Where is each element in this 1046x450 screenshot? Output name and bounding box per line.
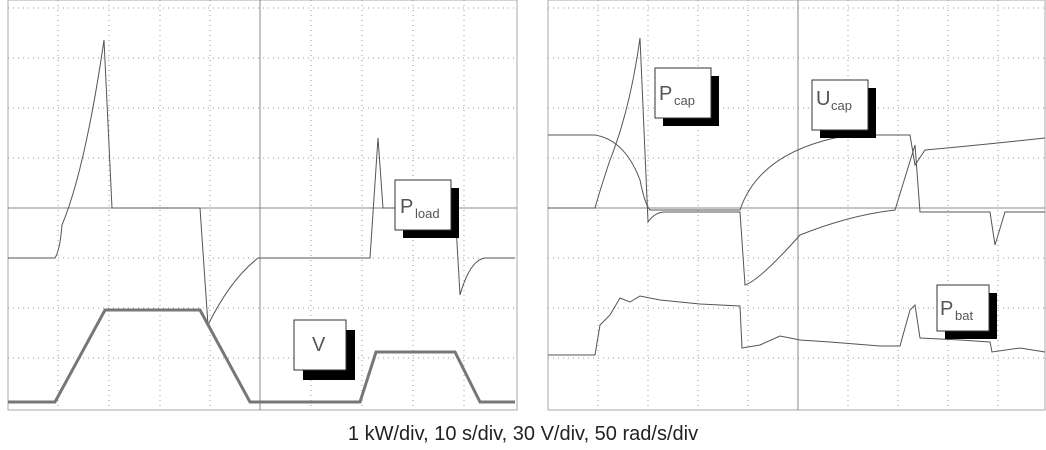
label-p-load: P load [394, 179, 459, 238]
grid [548, 0, 1045, 410]
left-panel: P load V [7, 0, 518, 411]
label-main: P [940, 298, 953, 320]
label-main: P [400, 196, 413, 218]
label-main: V [312, 334, 326, 356]
caption: 1 kW/div, 10 s/div, 30 V/div, 50 rad/s/d… [348, 423, 698, 445]
label-p-bat: P bat [936, 284, 997, 339]
label-sub: cap [674, 93, 695, 108]
label-sub: cap [831, 98, 852, 113]
p-bat-trace [548, 295, 1046, 356]
label-p-cap: P cap [654, 67, 719, 126]
label-main: U [816, 88, 830, 110]
panel-frame [547, 0, 1046, 411]
label-v: V [293, 319, 355, 380]
right-panel: P cap U cap P bat [547, 0, 1046, 411]
u-cap-trace [548, 134, 1046, 211]
p-cap-trace [548, 37, 1045, 286]
label-main: P [659, 83, 672, 105]
label-sub: bat [955, 308, 973, 323]
label-sub: load [415, 206, 440, 221]
label-u-cap: U cap [811, 79, 876, 138]
v-trace [8, 308, 515, 404]
